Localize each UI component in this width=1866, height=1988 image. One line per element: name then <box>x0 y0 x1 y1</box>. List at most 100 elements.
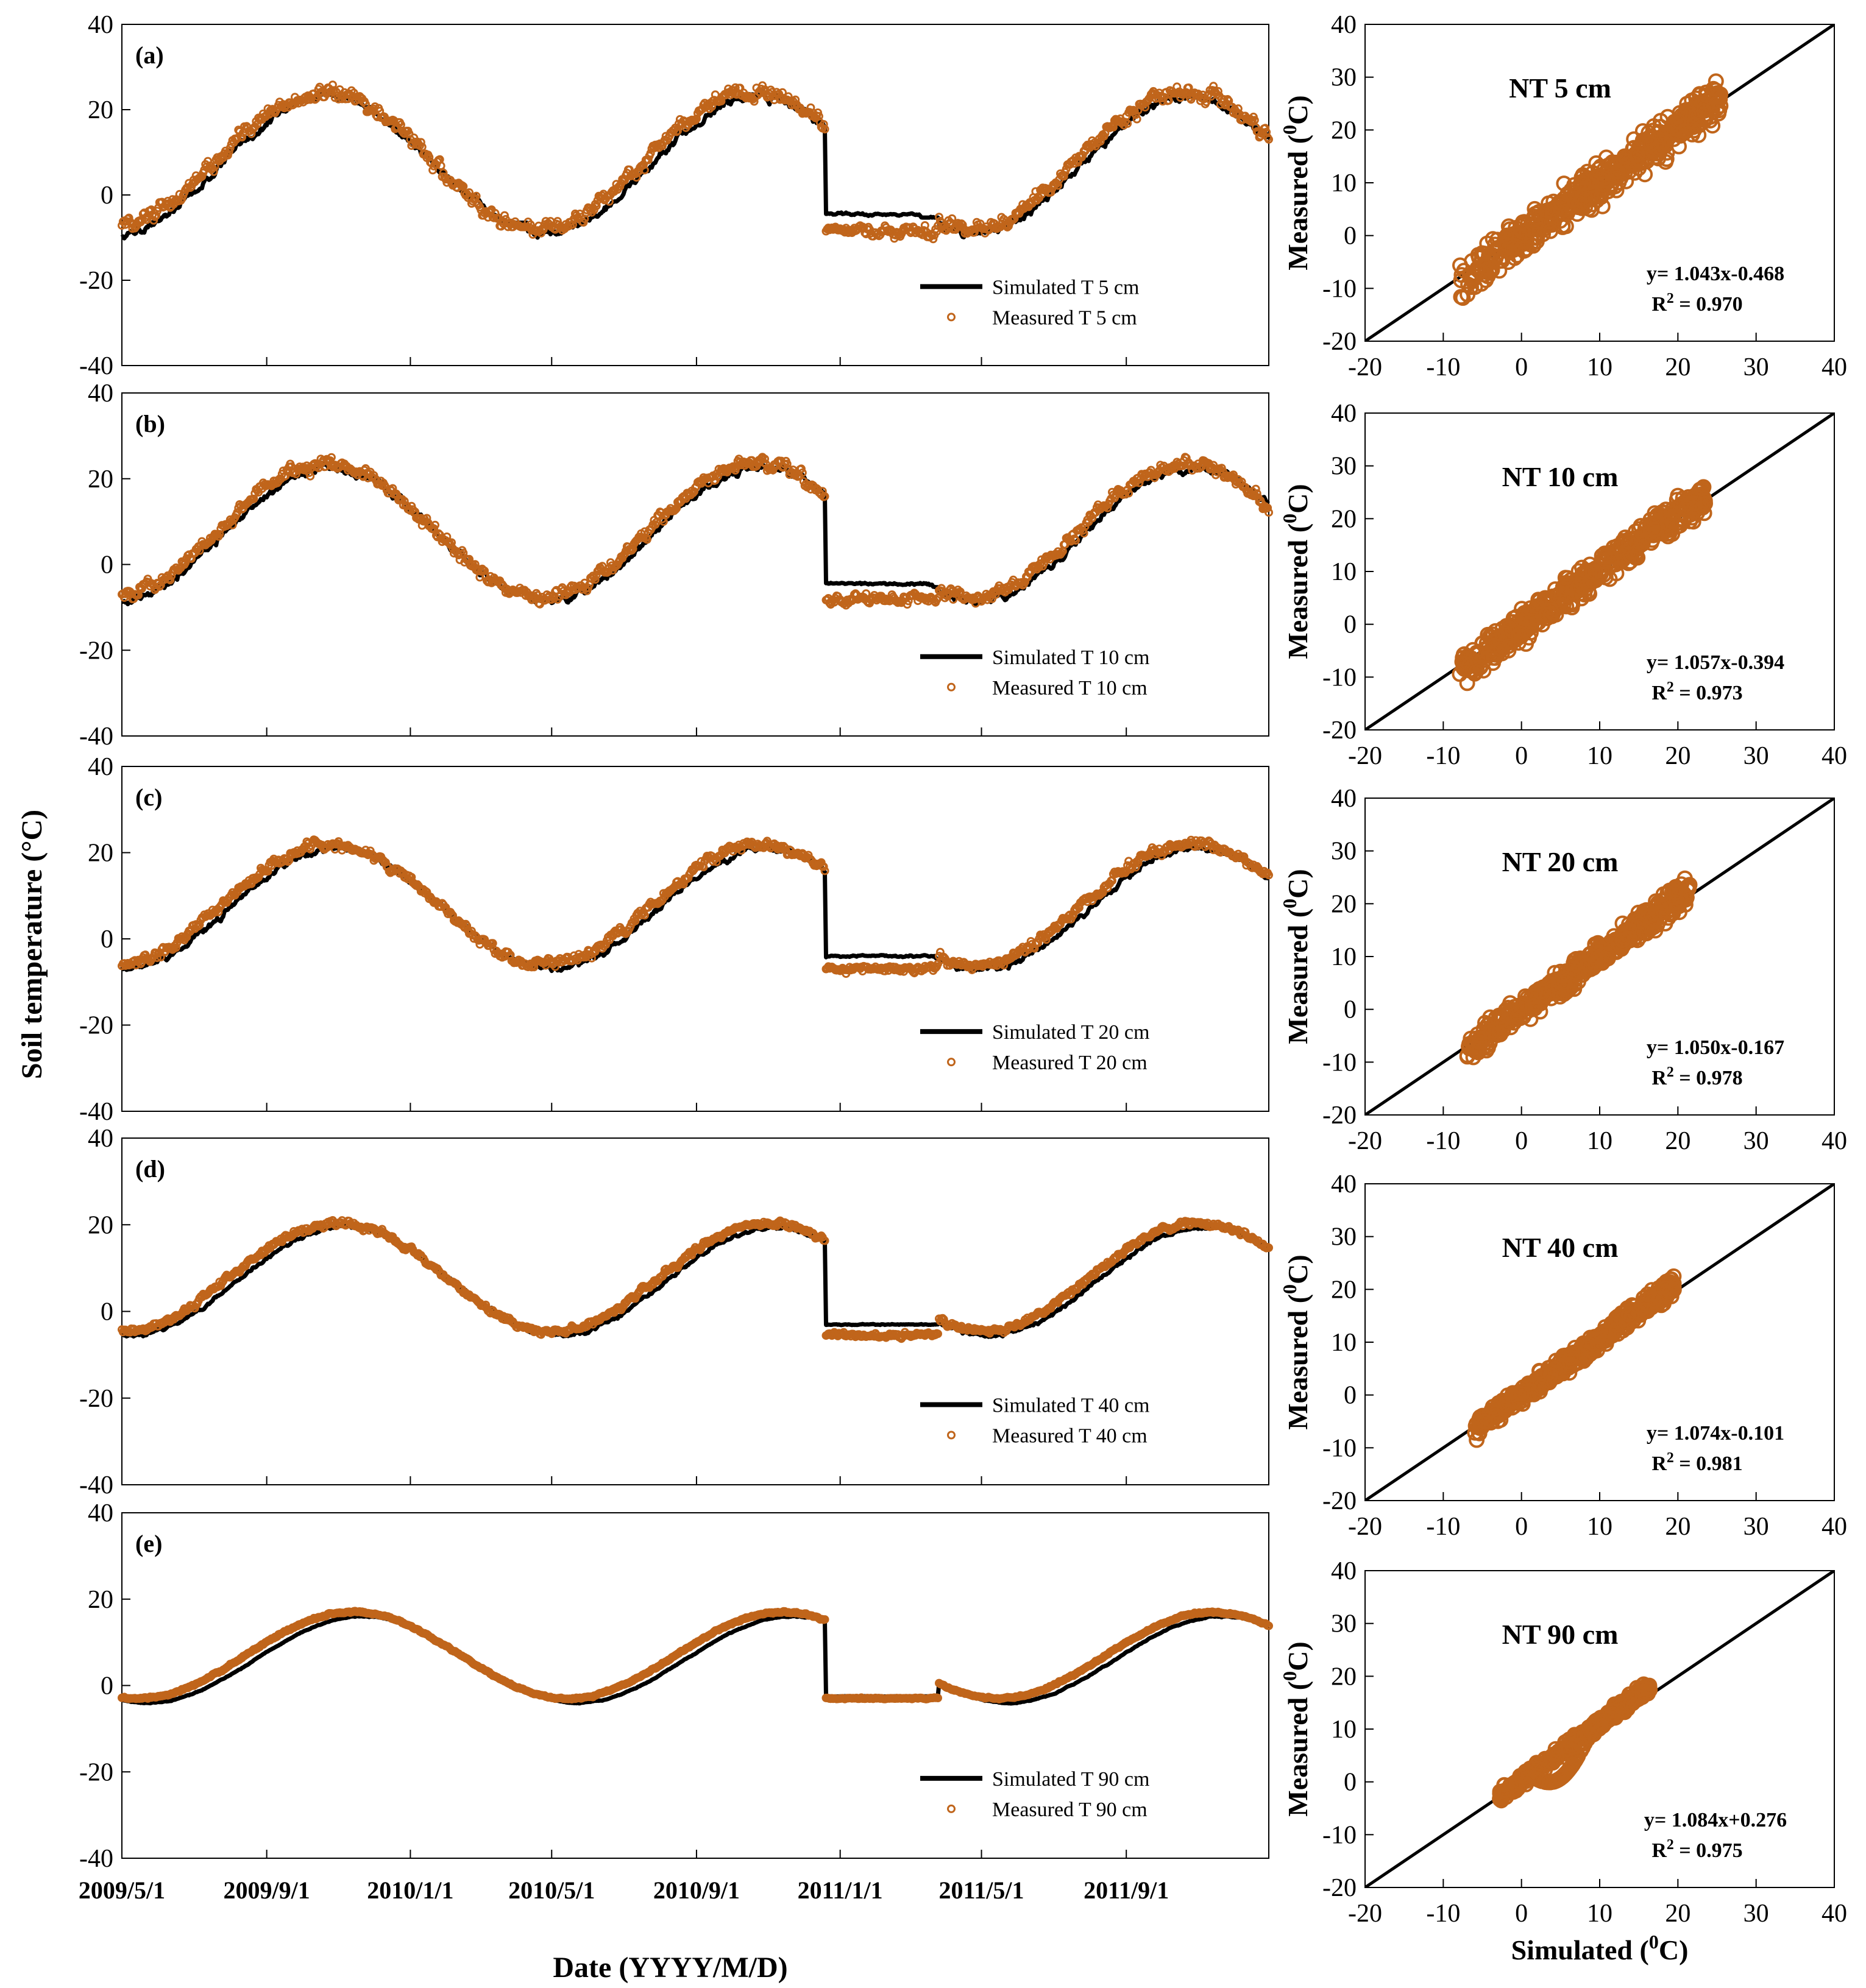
measured-point <box>1262 127 1271 136</box>
measured-point <box>1123 119 1132 128</box>
measured-point <box>640 166 649 175</box>
x-tick-label: 2011/5/1 <box>939 1877 1024 1904</box>
y-tick-label: -20 <box>79 1758 113 1786</box>
measured-point <box>152 211 160 220</box>
measured-point <box>1184 83 1193 92</box>
measured-series-markers <box>118 453 1273 610</box>
measured-point <box>958 221 967 230</box>
measured-point <box>422 514 431 523</box>
y-tick-label: -40 <box>79 1471 113 1499</box>
y-tick-label: 20 <box>88 1586 113 1614</box>
y-tick-label: 0 <box>101 182 113 210</box>
measured-point <box>798 468 807 477</box>
measured-point <box>782 459 792 469</box>
measured-point <box>500 211 509 220</box>
measured-point <box>224 147 233 156</box>
y-tick-label: -20 <box>79 1385 113 1413</box>
measured-point <box>948 214 957 223</box>
x-tick-label: 2009/9/1 <box>224 1877 310 1904</box>
measured-point <box>1261 124 1270 133</box>
y-tick-label: 40 <box>88 1499 113 1527</box>
measured-point <box>215 529 224 539</box>
panel-label: (b) <box>135 410 165 437</box>
measured-point <box>209 167 218 176</box>
measured-point <box>1213 87 1222 96</box>
measured-point <box>820 125 829 133</box>
measured-point <box>1046 188 1055 197</box>
y-tick-label: -40 <box>79 1845 113 1873</box>
panel-label: (d) <box>135 1155 165 1183</box>
x-tick-label: 2010/9/1 <box>653 1877 740 1904</box>
measured-point <box>620 175 630 185</box>
measured-point <box>604 567 612 576</box>
measured-point <box>361 99 370 108</box>
simulated-series-line <box>121 1222 1271 1339</box>
measured-point <box>1132 115 1141 124</box>
measured-point <box>820 492 829 501</box>
y-tick-label: 20 <box>88 1211 113 1239</box>
y-tick-label: -20 <box>79 637 113 665</box>
measured-series-markers <box>118 835 1273 978</box>
measured-point <box>327 453 336 462</box>
measured-point <box>1071 536 1080 545</box>
measured-point <box>761 455 769 464</box>
panel-label: (a) <box>135 41 164 69</box>
measured-point <box>195 546 204 555</box>
y-tick-label: 40 <box>88 753 113 781</box>
x-tick-label: 2011/9/1 <box>1084 1877 1169 1904</box>
y-tick-label: -20 <box>79 1012 113 1040</box>
x-tick-label: 2009/5/1 <box>79 1877 165 1904</box>
y-tick-label: 20 <box>88 465 113 493</box>
y-tick-label: -40 <box>79 723 113 751</box>
measured-point <box>592 201 601 210</box>
y-tick-label: 40 <box>88 11 113 39</box>
legend-marker-measured <box>947 682 956 692</box>
measured-point <box>628 544 637 553</box>
measured-point <box>465 188 474 197</box>
measured-point <box>249 494 258 503</box>
legend-label-simulated: Simulated T 5 cm <box>992 276 1139 299</box>
measured-point <box>436 161 445 171</box>
measured-point <box>819 120 828 129</box>
measured-point <box>155 582 164 591</box>
y-tick-label: 0 <box>101 1672 113 1700</box>
y-tick-label: 0 <box>101 925 113 953</box>
y-tick-label: -20 <box>79 267 113 295</box>
measured-point <box>181 558 190 567</box>
x-tick-label: 2011/1/1 <box>798 1877 883 1904</box>
measured-point <box>750 97 759 106</box>
measured-point <box>1233 104 1243 113</box>
y-tick-label: -40 <box>79 352 113 380</box>
measured-point <box>791 95 800 104</box>
measured-point <box>472 191 481 200</box>
y-tick-label: 40 <box>88 380 113 408</box>
simulated-series-line <box>120 89 1271 241</box>
timeseries-panel-90cm: -40 -20 0 20 40 2009/5/1 2009/9/1 2010/1/1 2010/… <box>79 1499 1273 1904</box>
measured-point <box>591 575 600 584</box>
measured-point <box>416 138 425 147</box>
panel-label: (c) <box>135 784 162 811</box>
measured-point <box>1130 107 1139 116</box>
x-tick-label: 2010/1/1 <box>367 1877 453 1904</box>
legend-label-measured: Measured T 40 cm <box>992 1425 1148 1448</box>
legend-label-measured: Measured T 20 cm <box>992 1052 1148 1074</box>
y-tick-label: 40 <box>88 1125 113 1153</box>
measured-point <box>166 576 175 585</box>
panel-label: (e) <box>135 1530 162 1557</box>
measured-point <box>431 520 439 529</box>
legend-marker-measured <box>947 1058 956 1067</box>
measured-point <box>1059 172 1068 181</box>
legend-marker-measured <box>947 1431 956 1440</box>
measured-point <box>1124 489 1133 498</box>
measured-point <box>1265 135 1273 144</box>
legend-label-simulated: Simulated T 10 cm <box>992 646 1149 669</box>
legend-marker-measured <box>947 313 956 322</box>
measured-point <box>692 114 701 123</box>
measured-point <box>796 464 806 473</box>
legend-label-measured: Measured T 5 cm <box>992 306 1137 329</box>
y-tick-label: -40 <box>79 1098 113 1126</box>
